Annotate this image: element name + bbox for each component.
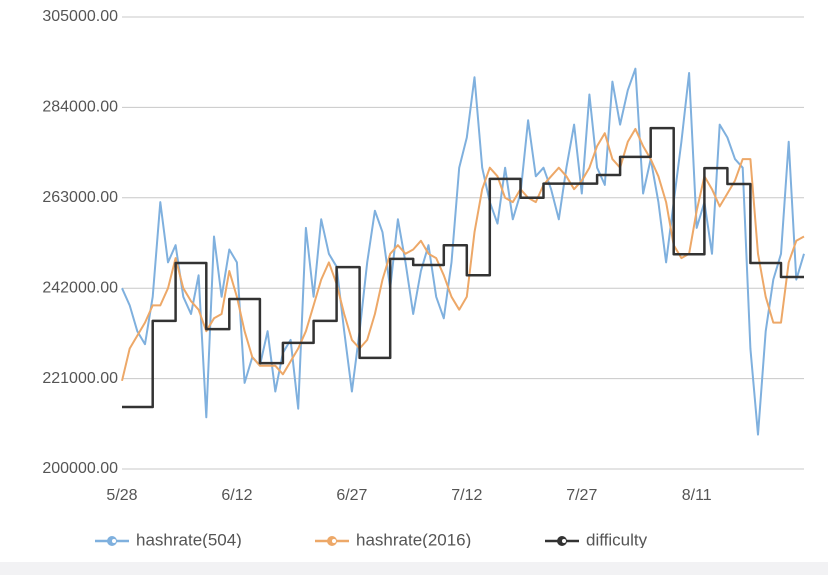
x-tick-label: 8/11 <box>682 487 712 504</box>
y-tick-label: 242000.00 <box>42 279 118 296</box>
y-tick-label: 263000.00 <box>42 189 118 206</box>
legend-item: hashrate(2016) <box>315 530 471 548</box>
legend-marker-hole <box>562 539 566 543</box>
y-tick-label: 200000.00 <box>42 460 118 477</box>
series-line <box>121 127 805 382</box>
series-line <box>122 126 804 409</box>
legend-label: hashrate(504) <box>136 530 242 548</box>
legend-item: hashrate(504) <box>95 530 242 548</box>
series-line <box>121 67 805 436</box>
x-tick-label: 7/12 <box>451 487 482 504</box>
y-tick-label: 305000.00 <box>42 8 118 25</box>
y-tick-label: 284000.00 <box>42 99 118 116</box>
bottom-bar <box>0 562 828 575</box>
x-tick-label: 5/28 <box>106 487 137 504</box>
chart: 200000.00 221000.00 242000.00 263000.00 2840… <box>42 8 805 548</box>
x-tick-label: 6/12 <box>221 487 252 504</box>
x-tick-label: 7/27 <box>566 487 597 504</box>
legend-marker-hole <box>112 539 116 543</box>
legend-label: hashrate(2016) <box>356 530 471 548</box>
legend-item: difficulty <box>545 530 648 548</box>
y-tick-label: 221000.00 <box>42 370 118 387</box>
legend-marker-hole <box>332 539 336 543</box>
legend-label: difficulty <box>586 530 648 548</box>
x-tick-label: 6/27 <box>336 487 367 504</box>
